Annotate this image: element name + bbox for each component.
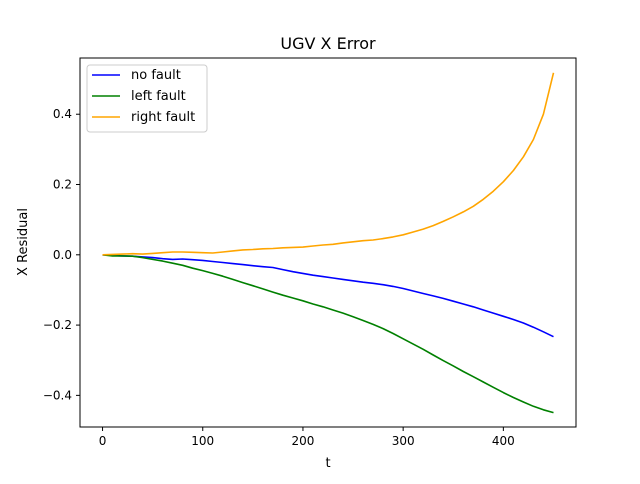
legend-label: left fault: [131, 89, 186, 104]
x-tick-label: 0: [99, 434, 107, 448]
y-tick-label: −0.4: [43, 388, 72, 402]
series-line-no-fault: [102, 254, 554, 338]
x-tick-label: 400: [492, 434, 515, 448]
chart-title: UGV X Error: [280, 34, 376, 53]
legend-label: no fault: [131, 68, 181, 83]
x-axis-label: t: [325, 456, 330, 471]
x-tick-label: 300: [392, 434, 415, 448]
y-axis-label: X Residual: [16, 208, 31, 276]
x-tick-label: 200: [291, 434, 314, 448]
legend-box: [86, 64, 208, 133]
y-tick-label: −0.2: [43, 318, 72, 332]
x-tick-label: 100: [191, 434, 214, 448]
plot-frame: [79, 57, 577, 428]
y-tick-label: 0.4: [53, 107, 72, 121]
series-line-left-fault: [102, 254, 554, 414]
plot-lines: [102, 72, 555, 414]
y-tick-label: 0.0: [53, 248, 72, 262]
x-axis: 0 100 200 300 400: [99, 427, 515, 448]
series-line-right-fault: [102, 72, 555, 256]
y-axis: −0.4 −0.2 0.0 0.2 0.4: [43, 107, 80, 402]
legend-label: right fault: [131, 110, 195, 125]
y-tick-label: 0.2: [53, 178, 72, 192]
legend: no fault left fault right fault: [86, 64, 208, 133]
